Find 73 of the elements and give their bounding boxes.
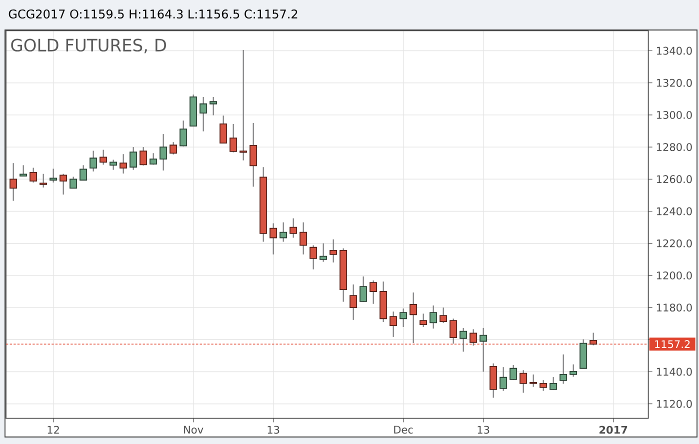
candlestick [30, 167, 38, 184]
candlestick [470, 328, 478, 346]
candlestick [170, 142, 178, 155]
candlestick [90, 150, 98, 172]
chart-title: GOLD FUTURES, D [11, 38, 166, 54]
y-tick-label: 1260.0 [656, 175, 692, 184]
candlestick [300, 222, 308, 255]
candlestick [80, 164, 88, 181]
x-tick-label: 2017 [600, 426, 628, 434]
candlestick [220, 115, 228, 144]
candlestick [160, 134, 168, 171]
candlestick [210, 96, 218, 116]
candlestick [500, 366, 508, 392]
candlestick [460, 327, 468, 352]
candlestick [370, 280, 378, 304]
candlestick [510, 364, 518, 380]
x-tick-label: 13 [478, 426, 490, 434]
candlestick [390, 311, 398, 338]
candlestick [410, 292, 418, 344]
x-tick-label: Nov [184, 426, 204, 434]
candlestick [550, 376, 558, 390]
y-tick-label: 1220.0 [656, 239, 692, 248]
candlestick [10, 162, 18, 202]
x-tick-label: 12 [48, 426, 59, 434]
candlestick [70, 176, 78, 189]
candlestick [450, 318, 458, 344]
candlestick [280, 222, 288, 242]
candlestick [140, 146, 148, 166]
candlestick [560, 354, 568, 384]
candlestick [20, 164, 28, 177]
candlestick [120, 154, 128, 174]
candlestick [200, 96, 208, 132]
candlestick [330, 238, 338, 263]
candlestick [590, 332, 598, 346]
y-tick-label: 1240.0 [656, 207, 692, 216]
candlestick [320, 242, 328, 262]
candlestick [420, 313, 428, 328]
candlestick [570, 364, 578, 378]
candlestick [110, 159, 118, 170]
candlestick [520, 370, 528, 394]
candlestick [250, 122, 258, 188]
candlestick [480, 327, 488, 372]
candlestick [490, 362, 498, 398]
y-tick-label: 1120.0 [656, 400, 692, 408]
y-tick-label: 1200.0 [656, 271, 692, 280]
y-tick-label: 1300.0 [656, 110, 692, 119]
candlestick [100, 149, 108, 166]
candlestick [430, 304, 438, 330]
candlestick [400, 308, 408, 328]
candlestick [130, 146, 138, 170]
candlestick [60, 173, 68, 196]
candlestick [290, 218, 298, 238]
x-tick-label: 13 [268, 426, 280, 434]
candlestick [240, 49, 248, 161]
candlestick [440, 307, 448, 324]
y-tick-label: 1180.0 [656, 304, 692, 312]
y-tick-label: 1340.0 [656, 46, 692, 55]
ref-line-label: 1157.2 [655, 340, 690, 348]
candlestick [180, 120, 188, 147]
y-tick-label: 1280.0 [656, 143, 692, 152]
y-tick-label: 1320.0 [656, 78, 692, 87]
candlestick [350, 284, 358, 320]
candlestick [40, 173, 48, 188]
candlestick [540, 380, 548, 392]
candlestick [530, 374, 538, 388]
chart-subtitle: GCG2017 O:1159.5 H:1164.3 L:1156.5 C:1157.2 [8, 9, 298, 19]
candlestick [310, 244, 318, 270]
y-tick-label: 1140.0 [656, 368, 692, 376]
candlestick [270, 222, 278, 255]
candlestick [230, 123, 238, 153]
x-tick-label: Dec [394, 426, 413, 434]
candlestick [50, 168, 58, 184]
candlestick [360, 276, 368, 302]
